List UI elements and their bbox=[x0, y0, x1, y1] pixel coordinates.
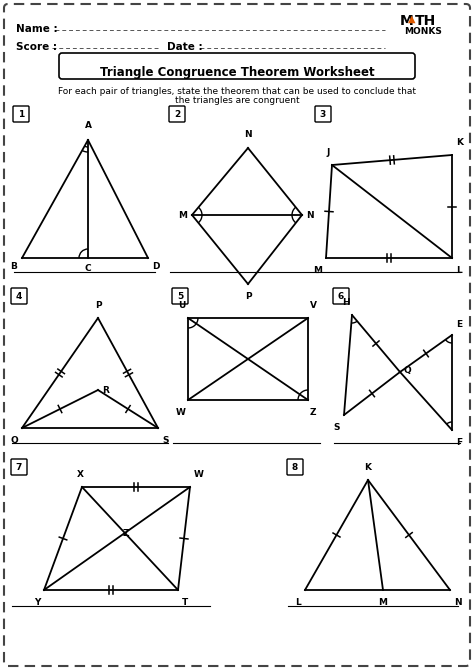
FancyBboxPatch shape bbox=[11, 288, 27, 304]
Text: 1: 1 bbox=[18, 109, 24, 119]
FancyBboxPatch shape bbox=[169, 106, 185, 122]
Text: C: C bbox=[85, 263, 91, 273]
FancyBboxPatch shape bbox=[59, 53, 415, 79]
FancyBboxPatch shape bbox=[333, 288, 349, 304]
Text: MONKS: MONKS bbox=[404, 27, 442, 36]
Text: TH: TH bbox=[415, 14, 436, 28]
Text: L: L bbox=[456, 266, 462, 275]
Text: B: B bbox=[10, 261, 17, 271]
Text: A: A bbox=[84, 121, 91, 130]
Text: J: J bbox=[327, 148, 330, 157]
Text: K: K bbox=[365, 463, 372, 472]
Text: W: W bbox=[176, 408, 186, 417]
Text: 4: 4 bbox=[16, 291, 22, 301]
Text: D: D bbox=[152, 261, 159, 271]
Text: V: V bbox=[310, 301, 317, 310]
Text: Triangle Congruence Theorem Worksheet: Triangle Congruence Theorem Worksheet bbox=[100, 66, 374, 79]
Text: L: L bbox=[295, 598, 301, 607]
Text: P: P bbox=[245, 292, 251, 301]
FancyBboxPatch shape bbox=[11, 459, 27, 475]
Text: F: F bbox=[456, 438, 462, 447]
Text: N: N bbox=[306, 210, 314, 220]
Text: Z: Z bbox=[123, 529, 129, 538]
FancyBboxPatch shape bbox=[13, 106, 29, 122]
Text: S: S bbox=[334, 423, 340, 432]
Text: N: N bbox=[454, 598, 462, 607]
FancyBboxPatch shape bbox=[4, 4, 470, 666]
Text: M: M bbox=[379, 598, 388, 607]
Text: Date :: Date : bbox=[167, 42, 202, 52]
FancyBboxPatch shape bbox=[315, 106, 331, 122]
Text: Name :: Name : bbox=[16, 24, 58, 34]
Text: the triangles are congruent: the triangles are congruent bbox=[175, 96, 299, 105]
Text: T: T bbox=[182, 598, 188, 607]
Text: K: K bbox=[456, 138, 463, 147]
FancyBboxPatch shape bbox=[172, 288, 188, 304]
Text: 2: 2 bbox=[174, 109, 180, 119]
Text: W: W bbox=[194, 470, 204, 479]
Text: N: N bbox=[244, 130, 252, 139]
Text: S: S bbox=[162, 436, 168, 445]
Text: 7: 7 bbox=[16, 462, 22, 472]
Text: 8: 8 bbox=[292, 462, 298, 472]
Text: Y: Y bbox=[34, 598, 40, 607]
Text: R: R bbox=[102, 385, 109, 395]
Text: For each pair of triangles, state the theorem that can be used to conclude that: For each pair of triangles, state the th… bbox=[58, 87, 416, 96]
Text: M: M bbox=[178, 210, 187, 220]
Text: 3: 3 bbox=[320, 109, 326, 119]
Text: Score :: Score : bbox=[16, 42, 57, 52]
Text: X: X bbox=[76, 470, 83, 479]
FancyBboxPatch shape bbox=[287, 459, 303, 475]
Text: M: M bbox=[400, 14, 414, 28]
Text: Q: Q bbox=[10, 436, 18, 445]
Text: H: H bbox=[342, 298, 350, 307]
Text: 5: 5 bbox=[177, 291, 183, 301]
Text: ▲: ▲ bbox=[408, 14, 416, 24]
Text: P: P bbox=[95, 301, 101, 310]
Text: U: U bbox=[179, 301, 186, 310]
Text: Q: Q bbox=[404, 366, 412, 375]
Text: 6: 6 bbox=[338, 291, 344, 301]
Text: M: M bbox=[313, 266, 322, 275]
Text: Z: Z bbox=[310, 408, 317, 417]
Text: E: E bbox=[456, 320, 462, 329]
